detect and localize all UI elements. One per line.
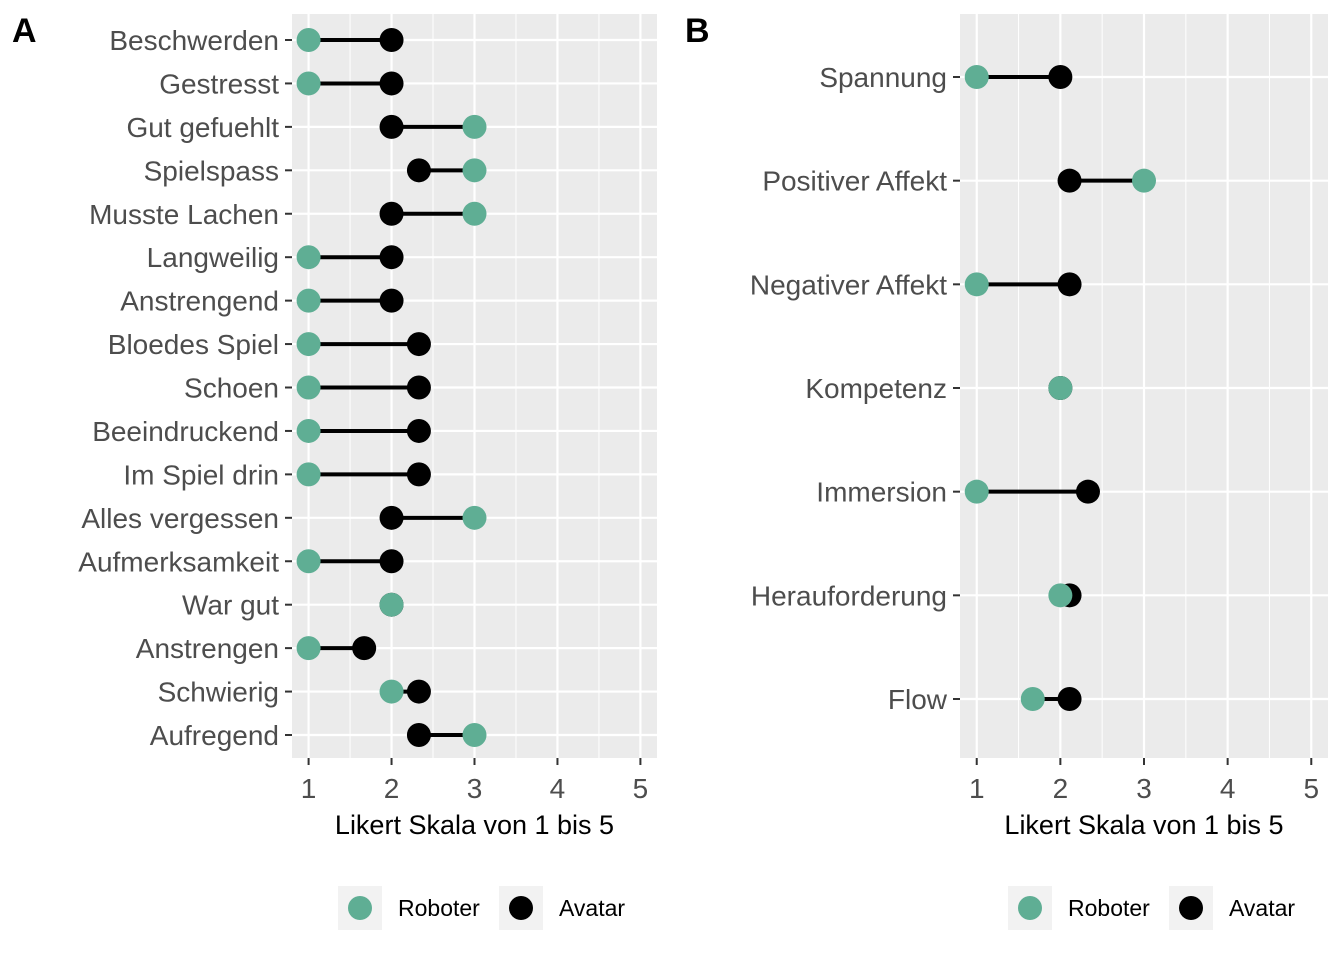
category-label: Spielspass [144,155,279,186]
avatar-point [1057,168,1082,193]
category-label: Alles vergessen [81,503,279,534]
category-label: Spannung [819,62,947,93]
category-label: Beeindruckend [92,416,279,447]
roboter-point [296,375,321,400]
roboter-point [296,28,321,52]
roboter-point [296,245,321,270]
x-tick-label: 3 [467,773,483,804]
avatar-point [379,549,404,574]
legend-roboter-key [348,896,372,920]
x-tick-label: 2 [384,773,400,804]
avatar-point [379,201,404,226]
roboter-point [462,158,487,183]
category-label: Anstrengend [120,286,279,317]
category-label: Musste Lachen [89,199,279,230]
avatar-point [379,245,404,270]
category-label: Flow [888,684,948,715]
avatar-point [1057,687,1082,711]
legend-avatar-key [509,896,533,920]
legend-avatar-label: Avatar [1229,895,1295,921]
roboter-point [1048,376,1073,400]
category-label: Langweilig [147,242,279,273]
roboter-point [296,71,321,96]
x-tick-label: 4 [550,773,566,804]
x-axis-title: Likert Skala von 1 bis 5 [335,810,614,840]
roboter-point [296,636,321,661]
x-tick-label: 3 [1136,773,1152,804]
category-label: Positiver Affekt [762,166,947,197]
x-tick-label: 1 [301,773,317,804]
legend: Roboter Avatar [1008,886,1295,930]
avatar-point [1075,479,1100,504]
avatar-point [379,114,404,139]
avatar-point [352,636,377,661]
legend-roboter-key [1018,896,1042,920]
roboter-point [296,418,321,443]
avatar-point [379,71,404,96]
x-tick-label: 5 [633,773,649,804]
category-label: Herauforderung [751,580,947,611]
roboter-point [296,549,321,574]
avatar-point [406,332,431,357]
category-label: Schoen [184,373,279,404]
category-label: Bloedes Spiel [108,329,279,360]
roboter-point [296,462,321,487]
avatar-point [406,679,431,704]
legend-roboter-label: Roboter [398,895,480,921]
category-label: Aufregend [150,720,279,751]
legend: Roboter Avatar [338,886,625,930]
x-tick-label: 1 [969,773,985,804]
roboter-point [462,114,487,139]
avatar-point [379,288,404,313]
avatar-point [1048,65,1073,89]
category-label: Gestresst [159,68,279,99]
roboter-point [964,479,989,504]
panel-tag: B [685,12,710,50]
roboter-point [1132,168,1156,193]
panel-tag: A [12,12,37,50]
avatar-point [406,375,431,400]
x-tick-label: 4 [1220,773,1236,804]
roboter-point [379,679,404,704]
avatar-point [406,723,431,747]
roboter-point [964,65,989,89]
roboter-point [296,332,321,357]
roboter-point [1048,583,1073,608]
roboter-point [296,288,321,313]
roboter-point [379,592,404,617]
avatar-point [379,505,404,530]
panel-b: 1 2 3 4 5 Spannung Positiver Affekt Negativer A… [685,12,1328,930]
category-label: Aufmerksamkeit [78,546,279,577]
x-tick-label: 5 [1303,773,1319,804]
avatar-point [406,462,431,487]
legend-avatar-key [1179,896,1203,920]
category-label: Schwierig [158,677,279,708]
x-axis-title: Likert Skala von 1 bis 5 [1004,810,1283,840]
category-label: Beschwerden [109,25,279,56]
roboter-point [462,201,487,226]
legend-avatar-label: Avatar [559,895,625,921]
avatar-point [379,28,404,52]
avatar-point [406,158,431,183]
roboter-point [1020,687,1045,711]
panel-a: 1 2 3 4 5 Beschwerden Gestresst Gut gefuehlt Spi… [12,12,657,930]
category-label: Gut gefuehlt [126,112,279,143]
roboter-point [462,505,487,530]
category-label: War gut [182,590,279,621]
x-tick-label: 2 [1053,773,1069,804]
category-label: Immersion [816,477,947,508]
roboter-point [964,272,989,297]
category-label: Im Spiel drin [123,459,279,490]
category-label: Negativer Affekt [750,269,947,300]
legend-roboter-label: Roboter [1068,895,1150,921]
avatar-point [1057,272,1082,297]
avatar-point [406,418,431,443]
roboter-point [462,723,487,747]
category-label: Anstrengen [136,633,279,664]
category-label: Kompetenz [805,373,947,404]
